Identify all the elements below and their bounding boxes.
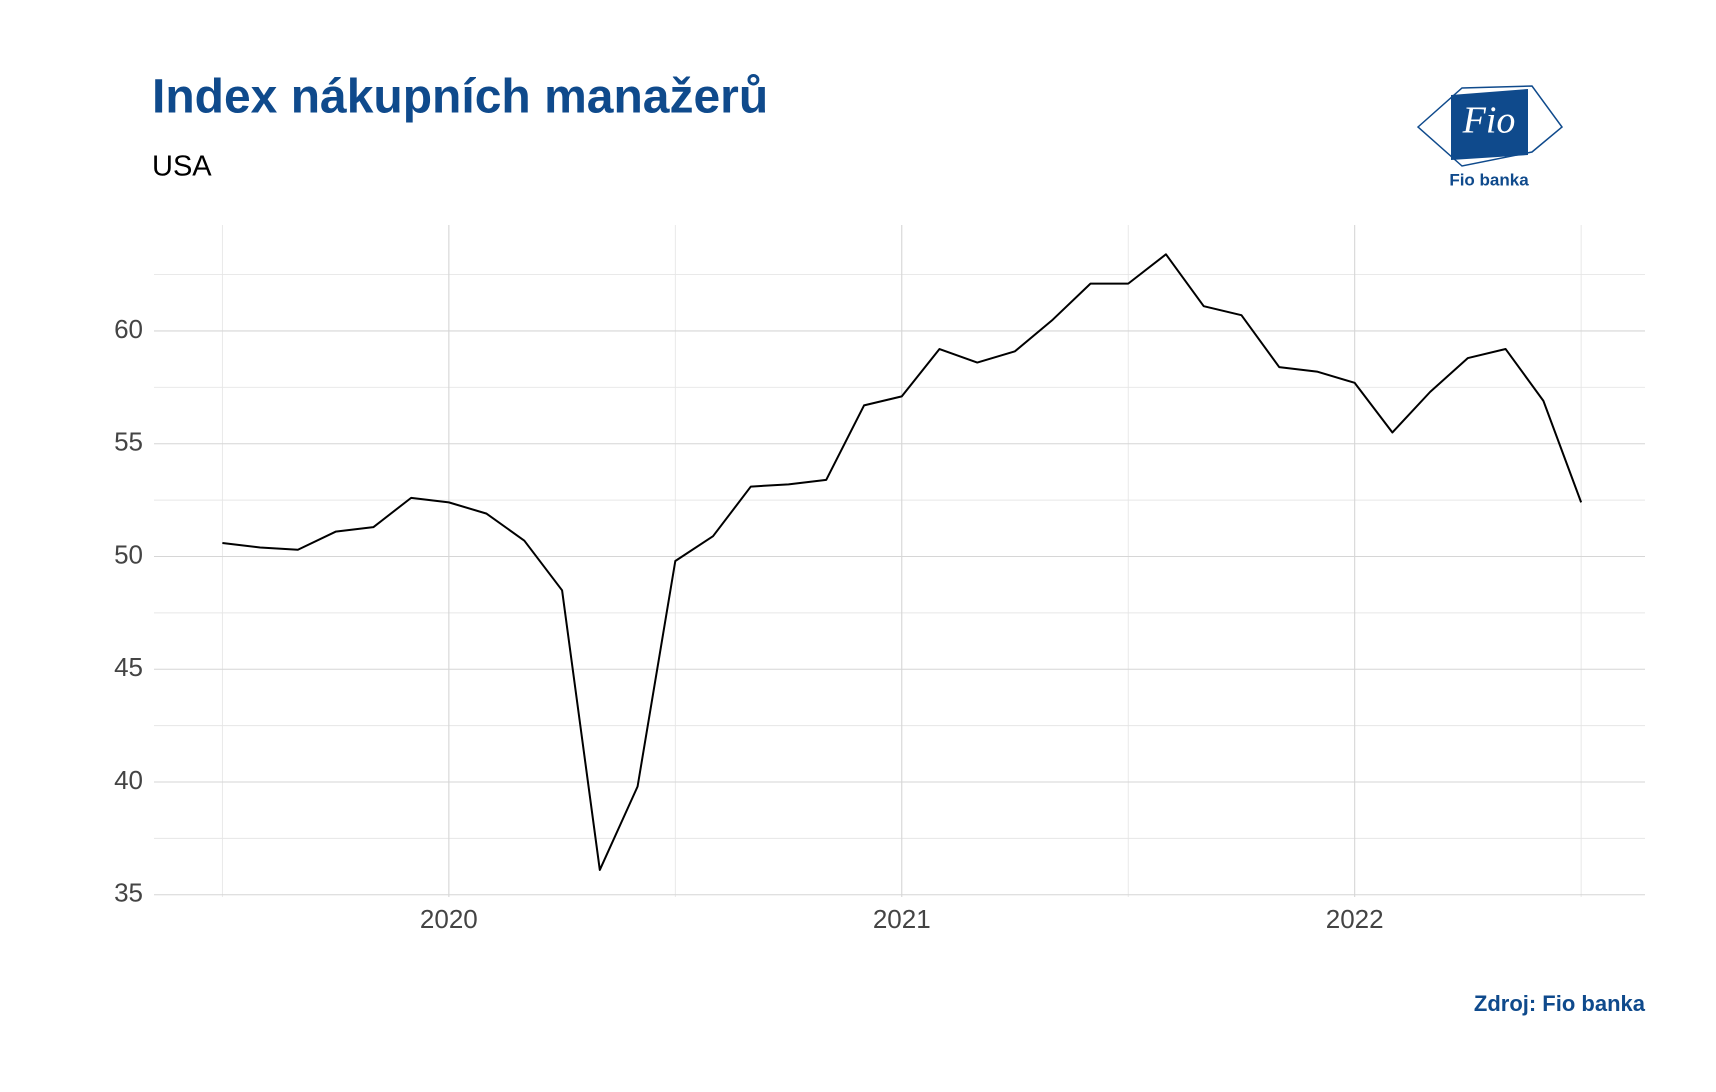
- source-note: Zdroj: Fio banka: [1474, 991, 1646, 1016]
- y-tick-label: 45: [114, 652, 143, 682]
- logo: Fio Fio banka: [1416, 85, 1564, 189]
- y-tick-label: 50: [114, 539, 143, 569]
- x-tick-label: 2021: [873, 904, 931, 934]
- y-tick-label: 35: [114, 878, 143, 908]
- x-tick-label: 2022: [1326, 904, 1384, 934]
- chart-subtitle: USA: [152, 151, 212, 183]
- x-tick-label: 2020: [420, 904, 478, 934]
- data-line: [222, 253, 1583, 871]
- y-tick-label: 60: [114, 314, 143, 344]
- logo-caption: Fio banka: [1449, 170, 1529, 189]
- chart-title: Index nákupních manažerů: [152, 71, 768, 124]
- grid: [154, 225, 1645, 897]
- logo-mark: Fio: [1462, 100, 1516, 142]
- y-tick-label: 40: [114, 765, 143, 795]
- y-tick-label: 55: [114, 427, 143, 457]
- logo-flag: [1451, 89, 1528, 160]
